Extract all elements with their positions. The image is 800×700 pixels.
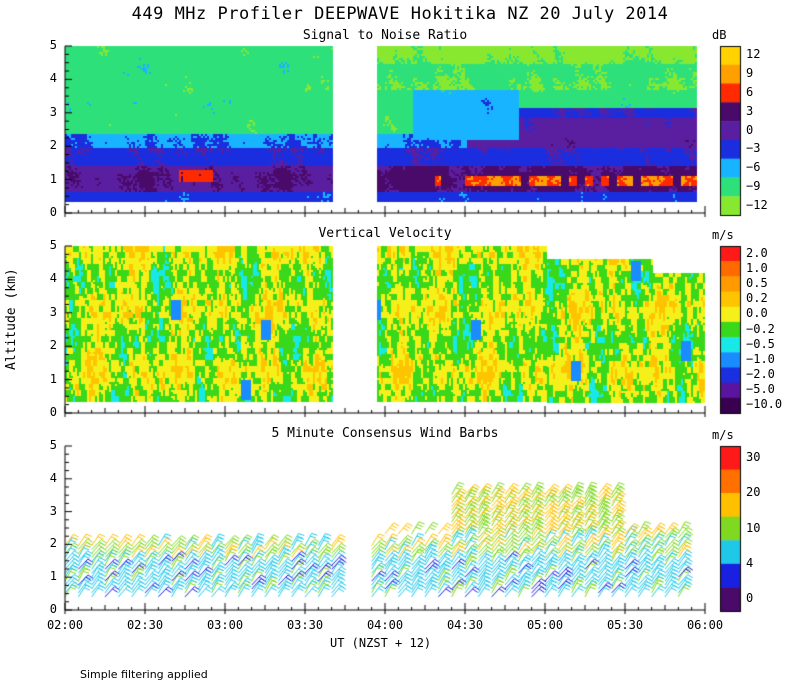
snr-colorbar-unit: dB [712, 28, 727, 42]
colorbar-2-tick-5: −0.2 [746, 321, 775, 336]
colorbar-2-tick-9: −5.0 [746, 382, 775, 397]
velocity-colorbar-unit: m/s [712, 228, 734, 242]
colorbar-2-tick-8: −2.0 [746, 367, 775, 382]
colorbar-1-tick-3: 3 [746, 103, 754, 118]
y-axis-label: Altitude (km) [4, 268, 19, 370]
y-tick-2-5: 5 [49, 238, 57, 252]
colorbar-3-tick-0: 30 [746, 449, 761, 464]
y-tick-3-3: 3 [49, 503, 57, 518]
colorbar-1-tick-4: 0 [746, 122, 754, 137]
y-tick-2-4: 4 [49, 271, 57, 286]
velocity-panel-title: Vertical Velocity [318, 226, 452, 241]
y-tick-3-0: 0 [49, 602, 57, 616]
x-tick-02:00: 02:00 [46, 618, 84, 632]
y-tick-2-2: 2 [49, 338, 57, 353]
y-tick-2-1: 1 [49, 371, 57, 386]
colorbar-3-tick-4: 0 [746, 591, 754, 606]
colorbar-3-tick-2: 10 [746, 520, 761, 535]
colorbar-2-tick-0: 2.0 [746, 245, 768, 260]
colorbar-2-tick-4: 0.0 [746, 306, 768, 321]
colorbar-1-tick-0: 12 [746, 47, 761, 62]
x-tick-03:00: 03:00 [206, 618, 244, 632]
y-tick-1-4: 4 [49, 71, 57, 86]
figure-title: 449 MHz Profiler DEEPWAVE Hokitika NZ 20… [131, 4, 669, 24]
y-tick-3-1: 1 [49, 569, 57, 584]
x-tick-05:00: 05:00 [526, 618, 564, 632]
x-tick-03:30: 03:30 [286, 618, 324, 632]
windbarb-panel-title: 5 Minute Consensus Wind Barbs [271, 426, 499, 441]
colorbar-1-tick-2: 6 [746, 84, 754, 99]
x-tick-04:00: 04:00 [366, 618, 404, 632]
colorbar-2-tick-3: 0.2 [746, 291, 768, 306]
y-tick-1-5: 5 [49, 38, 57, 52]
colorbar-3-tick-3: 4 [746, 555, 754, 570]
colorbar-2-tick-6: −0.5 [746, 336, 775, 351]
colorbar-1-tick-6: −6 [746, 160, 761, 175]
colorbar-1-tick-8: −12 [746, 197, 768, 212]
y-tick-3-5: 5 [49, 438, 57, 452]
colorbar-1-tick-5: −3 [746, 141, 761, 156]
y-tick-2-0: 0 [49, 405, 57, 419]
y-tick-1-1: 1 [49, 171, 57, 186]
snr-panel-title: Signal to Noise Ratio [302, 28, 468, 43]
x-tick-06:00: 06:00 [686, 618, 724, 632]
colorbar-1-tick-7: −9 [746, 178, 761, 193]
colorbar-2-tick-2: 0.5 [746, 275, 768, 290]
y-tick-1-0: 0 [49, 205, 57, 219]
colorbar-2-tick-7: −1.0 [746, 351, 775, 366]
y-tick-3-4: 4 [49, 470, 57, 485]
x-tick-04:30: 04:30 [446, 618, 484, 632]
colorbar-2-tick-1: 1.0 [746, 260, 768, 275]
colorbar-3-tick-1: 20 [746, 485, 761, 500]
y-tick-3-2: 2 [49, 536, 57, 551]
x-axis-label: UT (NZST + 12) [330, 636, 432, 650]
colorbar-1-tick-1: 9 [746, 66, 754, 81]
colorbar-2-tick-10: −10.0 [746, 397, 783, 412]
x-tick-02:30: 02:30 [126, 618, 164, 632]
y-tick-1-2: 2 [49, 138, 57, 153]
filtering-note: Simple filtering applied [80, 668, 208, 681]
wind-colorbar-unit: m/s [712, 428, 734, 442]
x-tick-05:30: 05:30 [606, 618, 644, 632]
y-tick-1-3: 3 [49, 104, 57, 119]
y-tick-2-3: 3 [49, 304, 57, 319]
